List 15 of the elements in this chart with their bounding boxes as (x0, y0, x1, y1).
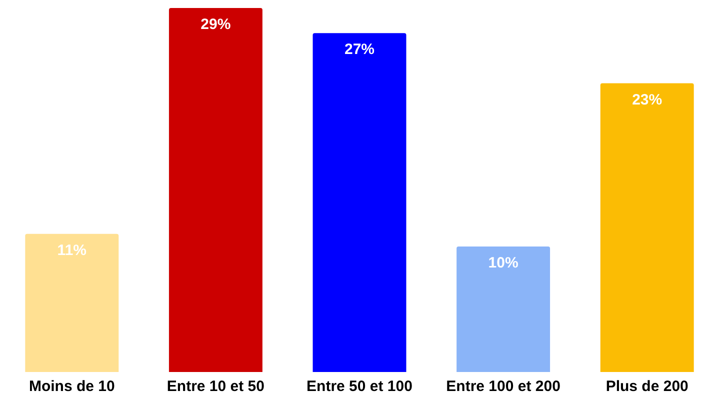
data-label: 29% (200, 16, 231, 34)
bar (168, 8, 262, 372)
bar (600, 83, 694, 372)
bar (25, 234, 119, 372)
data-label: 10% (488, 254, 518, 272)
x-tick-label: Plus de 200 (606, 378, 688, 396)
x-tick-label: Entre 10 et 50 (166, 378, 264, 396)
data-label: 11% (57, 242, 86, 260)
x-tick-label: Moins de 10 (28, 378, 115, 396)
x-tick-label: Entre 50 et 100 (306, 378, 412, 396)
data-label: 27% (344, 41, 375, 58)
x-tick-label: Entre 100 et 200 (446, 378, 560, 396)
bar (456, 246, 550, 372)
data-label: 23% (632, 91, 662, 108)
bar (312, 33, 406, 372)
